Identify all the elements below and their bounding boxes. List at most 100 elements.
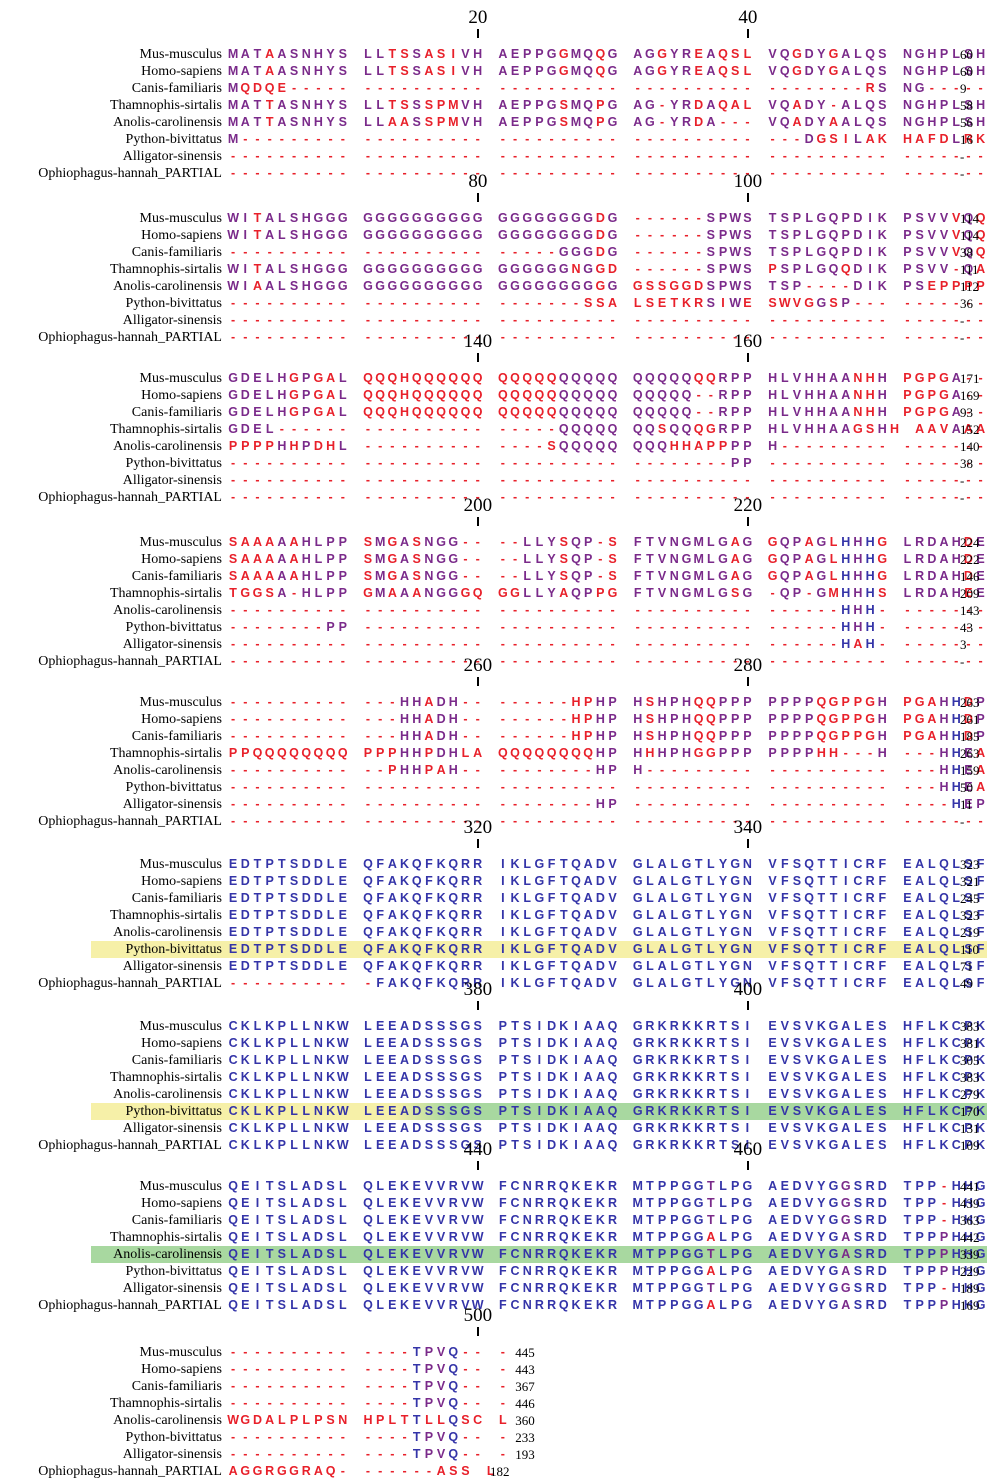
species-name: Alligator-sinensis	[122, 149, 222, 164]
sequence-end-position: 439	[960, 1196, 980, 1211]
species-name: Alligator-sinensis	[122, 637, 222, 652]
species-row: Thamnophis-sirtalis P P Q Q Q Q Q Q Q Q P P P H H P D H L A Q…	[0, 745, 987, 762]
species-row: Canis-familiaris - - - - - - - - - - - - - - - - - - - - - - - -…	[0, 244, 987, 261]
species-name: Ophiophagus-hannah_PARTIAL	[38, 814, 222, 829]
sequence-end-position: 114	[960, 228, 980, 243]
species-row: Mus-musculus M A T A A S N H Y S L L T S S A S I V H A E P P G G M Q…	[0, 46, 987, 63]
species-name: Anolis-carolinensis	[113, 439, 222, 454]
position-ruler: 200220240	[0, 496, 987, 526]
sequence-end-position: 36	[960, 296, 973, 311]
species-row: Mus-musculus E D T P T S D D L E Q F A K Q F K Q R R I K L G F T Q A…	[0, 856, 987, 873]
species-name: Thamnophis-sirtalis	[110, 422, 222, 437]
species-name: Homo-sapiens	[141, 1036, 222, 1051]
species-row: Ophiophagus-hannah_PARTIAL - - - - - - - - - - - - - -…	[0, 653, 987, 670]
sequence-end-position: 383	[960, 1019, 980, 1034]
sequence-end-position: 381	[960, 1036, 980, 1051]
species-row: Canis-familiaris E D T P T S D D L E Q F A K Q F K Q R R I K L G…	[0, 890, 987, 907]
position-tick-label: 380	[463, 979, 493, 1000]
position-tick-mark	[746, 353, 749, 362]
sequence-end-position: 71	[960, 959, 973, 974]
sequence-end-position: 16	[960, 132, 973, 147]
sequence-text: WG D A L P L P S N H P L T T L L Q S C L	[227, 1413, 507, 1427]
alignment-block: 380400420Mus-musculusCKLKPLLNKWLEEADSSSG…	[0, 980, 987, 1154]
sequence-end-position: -	[960, 149, 965, 164]
sequence-text: ----------------------------------------…	[231, 473, 983, 487]
position-tick-mark	[746, 677, 749, 686]
sequence-end-position: 245	[960, 891, 980, 906]
sequence-text: M---------------------------------------…	[227, 132, 986, 146]
position-tick-mark	[746, 193, 749, 202]
species-name: Ophiophagus-hannah_PARTIAL	[38, 490, 222, 505]
sequence-end-position: 169	[960, 388, 980, 403]
species-row: Ophiophagus-hannah_PARTIAL C K L K P L L N K W L E E A…	[0, 1137, 987, 1154]
position-ruler: 320340360	[0, 818, 987, 848]
sequence-end-position: 383	[960, 1070, 980, 1085]
alignment-block: 500 Mus-musculus - - - - - - - - - - - - - - T P V Q - - -445 H…	[0, 1306, 987, 1480]
sequence-end-position: 441	[960, 1179, 980, 1194]
sequence-text: ----------------------------------------…	[231, 637, 983, 651]
species-row: Alligator-sinensis - - - - - - - - - - - - - - - - - - - - - -…	[0, 472, 987, 489]
species-row: Python-bivittatus - - - - - - - - - - - - - - T P V Q - - - 23…	[0, 1429, 987, 1446]
position-tick-label: 280	[733, 655, 763, 676]
species-name: Thamnophis-sirtalis	[110, 746, 222, 761]
species-name: Ophiophagus-hannah_PARTIAL	[38, 976, 222, 991]
sequence-text: ----------------------------------------…	[231, 603, 983, 617]
species-row: Mus-musculus W I T A L S H G G G G G G G G G G G G G G G G G G G G G…	[0, 210, 987, 227]
species-name: Canis-familiaris	[131, 1053, 222, 1068]
species-name: Python-bivittatus	[125, 780, 222, 795]
position-tick-label: 460	[733, 1139, 763, 1160]
species-row: Ophiophagus-hannah_PARTIAL - - - - - - - - - - - - - -…	[0, 165, 987, 182]
sequence-end-position: 109	[960, 1138, 980, 1153]
position-tick-mark	[476, 1327, 479, 1336]
species-name: Python-bivittatus	[125, 456, 222, 471]
position-tick-label: 320	[463, 817, 493, 838]
sequence-end-position: 93	[960, 405, 973, 420]
sequence-end-position: 170	[960, 1104, 980, 1119]
sequence-end-position: 360	[515, 1413, 535, 1428]
species-row: Thamnophis-sirtalis W I T A L S H G G G G G G G G G G G G G G…	[0, 261, 987, 278]
species-name: Mus-musculus	[139, 371, 222, 386]
sequence-end-position: 363	[960, 1213, 980, 1228]
species-name: Python-bivittatus	[125, 1264, 222, 1279]
species-row: Anolis-carolinensis WG D A L P L P S N H P L T T L L Q S C L…	[0, 1412, 987, 1429]
species-name: Homo-sapiens	[141, 712, 222, 727]
sequence-end-position: 56	[960, 115, 973, 130]
species-row: Homo-sapiens - - - - - - - - - - - - - H H A D H - - - - - - - - H P…	[0, 711, 987, 728]
species-row: Homo-sapiens Q E I T S L A D S L Q L E K E V V R V W F C N R R Q K E…	[0, 1195, 987, 1212]
sequence-end-position: 339	[960, 1247, 980, 1262]
species-row: Canis-familiaris C K L K P L L N K W L E E A D S S S G S P T S I…	[0, 1052, 987, 1069]
sequence-end-position: 209	[960, 586, 980, 601]
position-ruler: 80100120	[0, 172, 987, 202]
species-name: Alligator-sinensis	[122, 1281, 222, 1296]
species-row: Thamnophis-sirtalis T G G S A - H L P P G M A A A N G G G Q G…	[0, 585, 987, 602]
position-ruler: 204060	[0, 8, 987, 38]
sequence-end-position: 140	[960, 439, 980, 454]
species-name: Ophiophagus-hannah_PARTIAL	[38, 654, 222, 669]
sequence-end-position: 185	[960, 729, 980, 744]
species-row: Alligator-sinensis C K L K P L L N K W L E E A D S S S G S P T…	[0, 1120, 987, 1137]
sequence-end-position: 60	[960, 47, 973, 62]
species-row: Python-bivittatus M - - - - - - - - - - - - - - - - - - - - - -…	[0, 131, 987, 148]
species-row: Ophiophagus-hannah_PARTIAL - - - - - - - - - - - F A K…	[0, 975, 987, 992]
species-row: Alligator-sinensis Q E I T S L A D S L Q L E K E V V R V W F C…	[0, 1280, 987, 1297]
sequence-end-position: -	[960, 654, 965, 669]
